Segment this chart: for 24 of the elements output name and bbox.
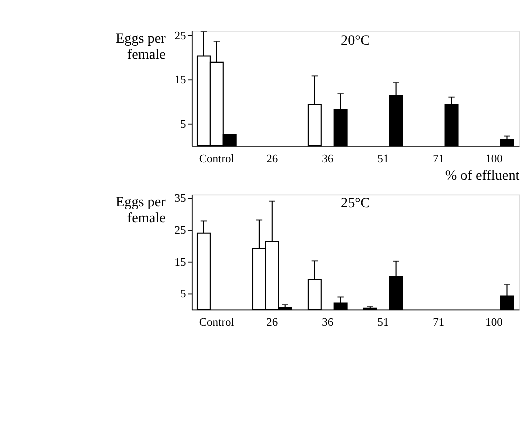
y-tick-label: 25: [174, 30, 186, 42]
chart-title: 25°C: [341, 196, 370, 212]
x-tick-label: 36: [322, 317, 334, 330]
x-tick-label: 100: [486, 153, 504, 166]
x-tick-label: 26: [266, 153, 278, 166]
x-tick-label: 51: [378, 317, 390, 330]
y-tick-label: 35: [174, 192, 186, 205]
y-tick-label: 15: [174, 74, 186, 87]
y-tick-label: 5: [180, 288, 186, 301]
chart-title: 20°C: [341, 33, 370, 50]
x-tick-label: 26: [266, 317, 278, 330]
x-axis-title: % of effluent: [445, 168, 520, 184]
y-tick-label: 5: [180, 118, 186, 131]
y-axis-title: Eggs per female: [116, 30, 166, 63]
y-tick-label: 15: [174, 256, 186, 269]
y-tick-label: 25: [174, 224, 186, 237]
y-axis-title: Eggs per female: [116, 194, 166, 227]
x-tick-label: 51: [378, 153, 390, 166]
x-tick-label: 100: [486, 317, 504, 330]
x-tick-label: Control: [199, 153, 234, 166]
x-tick-label: Control: [199, 317, 234, 330]
x-tick-label: 36: [322, 153, 334, 166]
x-tick-label: 71: [433, 317, 445, 330]
x-tick-label: 71: [433, 153, 445, 166]
